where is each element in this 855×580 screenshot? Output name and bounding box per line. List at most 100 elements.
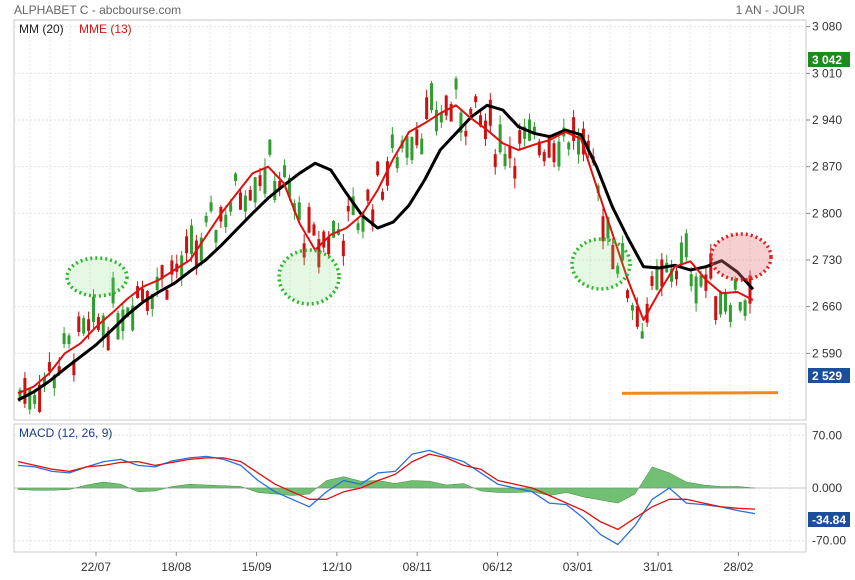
candle-body (283, 165, 287, 178)
candle-body (395, 156, 399, 169)
candle-body (699, 275, 703, 287)
candle-body (547, 136, 551, 158)
candle-body (508, 145, 512, 159)
candle-body (209, 202, 213, 212)
candle-body (439, 113, 443, 123)
candle-body (292, 203, 296, 212)
candle-body (111, 277, 115, 304)
candle-body (552, 143, 556, 163)
candle-body (361, 212, 365, 232)
candle-body (248, 189, 252, 201)
candle-body (131, 305, 135, 331)
candle-body (101, 315, 105, 339)
macd-line (17, 449, 756, 546)
candle-body (675, 270, 679, 280)
candle-body (704, 274, 708, 291)
candle-body (415, 129, 419, 146)
macd-value-label: -34.84 (812, 513, 846, 527)
x-tick-label: 22/07 (81, 560, 111, 574)
candle-body (650, 276, 654, 286)
candle-body (381, 191, 385, 200)
candle-body (312, 224, 316, 236)
candle-body (155, 276, 159, 290)
candle-body (577, 135, 581, 155)
chart-period: 1 AN - JOUR (735, 3, 805, 17)
candle-body (626, 290, 630, 299)
last-high-badge (808, 52, 850, 67)
candle-body (234, 173, 238, 182)
candle-body (341, 240, 345, 257)
candle-body (434, 109, 438, 132)
candle-body (733, 278, 737, 290)
x-tick-label: 12/10 (322, 560, 352, 574)
candle-body (238, 192, 242, 210)
candle-body (420, 138, 424, 155)
y-tick-label: 3 010 (812, 66, 842, 80)
candle-body (185, 236, 189, 254)
candle-body (572, 117, 576, 141)
candle-body (189, 225, 193, 254)
macd-title: MACD (12, 26, 9) (19, 426, 112, 440)
candle-body (170, 260, 174, 275)
candle-body (243, 195, 247, 212)
candle-body (474, 96, 478, 103)
candle-body (126, 307, 130, 317)
candle-body (268, 139, 272, 155)
candle-body (728, 305, 732, 322)
candle-body (459, 112, 463, 133)
candle-body (714, 296, 718, 320)
candle-body (537, 141, 541, 156)
candle-body (513, 165, 517, 179)
candle-body (542, 152, 546, 162)
candle-body (194, 240, 198, 269)
chart-title: ALPHABET C - abcbourse.com (14, 3, 182, 17)
candle-body (82, 318, 86, 334)
candle-body (503, 153, 507, 167)
candle-body (601, 216, 605, 242)
y-tick-label: 2 730 (812, 253, 842, 267)
candle-body (479, 115, 483, 127)
legend-mme13: MME (13) (79, 22, 132, 36)
support-line (621, 391, 779, 395)
candle-body (18, 389, 22, 398)
candle-body (385, 161, 389, 186)
candle-body (498, 124, 502, 153)
candle-body (204, 215, 208, 223)
macd-y-tick-label: 0.000 (812, 481, 842, 495)
candle-body (327, 236, 331, 255)
candle-body (684, 233, 688, 258)
x-tick-label: 08/11 (403, 560, 432, 574)
candle-body (356, 223, 360, 231)
candle-body (307, 207, 311, 233)
candle-body (390, 134, 394, 149)
x-tick-label: 03/01 (563, 560, 593, 574)
candle-body (449, 104, 453, 122)
candle-body (67, 335, 71, 344)
candle-body (532, 126, 536, 135)
x-tick-label: 31/01 (643, 560, 673, 574)
candle-body (72, 360, 76, 376)
y-tick-label: 2 660 (812, 300, 842, 314)
candle-body (214, 229, 218, 243)
y-tick-label: 2 940 (812, 113, 842, 127)
x-tick-label: 06/12 (482, 560, 512, 574)
candle-body (724, 293, 728, 312)
candle-body (62, 333, 66, 345)
x-tick-label: 18/08 (161, 560, 191, 574)
candle-body (77, 316, 81, 333)
candle-body (57, 366, 61, 374)
candle-body (258, 175, 262, 186)
candle-body (38, 384, 42, 412)
x-tick-label: 28/02 (723, 560, 753, 574)
support-circle (277, 248, 341, 306)
macd-y-tick-label: -70.00 (812, 534, 846, 548)
candle-body (405, 136, 409, 158)
candle-body (28, 388, 32, 410)
candle-body (332, 220, 336, 238)
candle-body (33, 394, 37, 404)
candle-body (322, 231, 326, 248)
candle-body (224, 214, 228, 228)
candle-body (557, 141, 561, 167)
candle-body (469, 108, 473, 115)
